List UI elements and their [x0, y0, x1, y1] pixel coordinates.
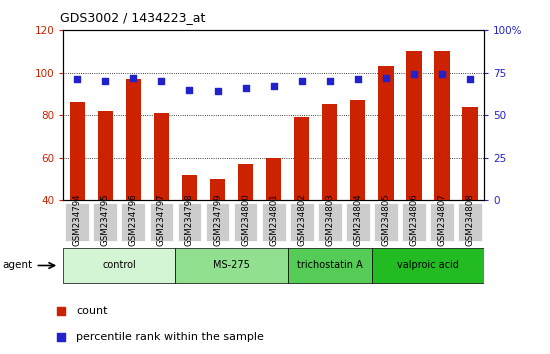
Text: valproic acid: valproic acid [397, 260, 459, 270]
Point [326, 78, 334, 84]
Bar [322, 104, 338, 200]
Point [270, 83, 278, 89]
Bar [266, 158, 282, 200]
Point [241, 85, 250, 91]
Point [409, 72, 418, 77]
Point [129, 75, 138, 80]
Text: GSM234808: GSM234808 [465, 194, 475, 246]
Text: agent: agent [3, 261, 33, 270]
Point [73, 76, 82, 82]
FancyBboxPatch shape [374, 204, 398, 241]
FancyBboxPatch shape [458, 204, 482, 241]
FancyBboxPatch shape [372, 248, 484, 283]
FancyBboxPatch shape [94, 204, 117, 241]
Text: GSM234804: GSM234804 [353, 194, 362, 246]
Text: GSM234796: GSM234796 [129, 194, 138, 246]
FancyBboxPatch shape [288, 248, 372, 283]
Bar [350, 100, 366, 200]
Text: GSM234807: GSM234807 [437, 194, 447, 246]
Point [438, 72, 447, 77]
Text: GSM234802: GSM234802 [297, 194, 306, 246]
Text: GSM234794: GSM234794 [73, 194, 82, 246]
Text: count: count [76, 306, 107, 316]
Bar [69, 102, 85, 200]
Point [101, 78, 110, 84]
Bar [294, 117, 310, 200]
Bar [378, 66, 394, 200]
Bar [434, 51, 450, 200]
Point [213, 88, 222, 94]
FancyBboxPatch shape [150, 204, 173, 241]
Point [57, 308, 65, 314]
Text: trichostatin A: trichostatin A [297, 260, 362, 270]
Text: GSM234799: GSM234799 [213, 194, 222, 246]
FancyBboxPatch shape [430, 204, 454, 241]
Text: MS-275: MS-275 [213, 260, 250, 270]
Text: GSM234805: GSM234805 [381, 194, 390, 246]
Bar [125, 79, 141, 200]
FancyBboxPatch shape [175, 248, 288, 283]
FancyBboxPatch shape [63, 248, 175, 283]
FancyBboxPatch shape [178, 204, 201, 241]
FancyBboxPatch shape [346, 204, 370, 241]
Text: GSM234806: GSM234806 [409, 194, 419, 246]
FancyBboxPatch shape [65, 204, 89, 241]
Bar [210, 179, 226, 200]
Text: GSM234797: GSM234797 [157, 194, 166, 246]
Text: GSM234801: GSM234801 [269, 194, 278, 246]
Point [157, 78, 166, 84]
Text: GSM234800: GSM234800 [241, 194, 250, 246]
Bar [182, 175, 197, 200]
FancyBboxPatch shape [122, 204, 145, 241]
Point [382, 75, 390, 80]
Point [353, 76, 362, 82]
Bar [238, 164, 254, 200]
Bar [97, 111, 113, 200]
FancyBboxPatch shape [318, 204, 342, 241]
FancyBboxPatch shape [290, 204, 314, 241]
Point [185, 87, 194, 92]
Point [297, 78, 306, 84]
Text: control: control [102, 260, 136, 270]
FancyBboxPatch shape [402, 204, 426, 241]
Point [465, 76, 474, 82]
Bar [406, 51, 422, 200]
Bar [462, 107, 478, 200]
FancyBboxPatch shape [234, 204, 257, 241]
Text: GSM234795: GSM234795 [101, 194, 110, 246]
Text: GSM234803: GSM234803 [325, 194, 334, 246]
FancyBboxPatch shape [262, 204, 285, 241]
Point [57, 335, 65, 340]
Text: percentile rank within the sample: percentile rank within the sample [76, 332, 264, 342]
FancyBboxPatch shape [206, 204, 229, 241]
Text: GSM234798: GSM234798 [185, 194, 194, 246]
Bar [153, 113, 169, 200]
Text: GDS3002 / 1434223_at: GDS3002 / 1434223_at [60, 11, 206, 24]
